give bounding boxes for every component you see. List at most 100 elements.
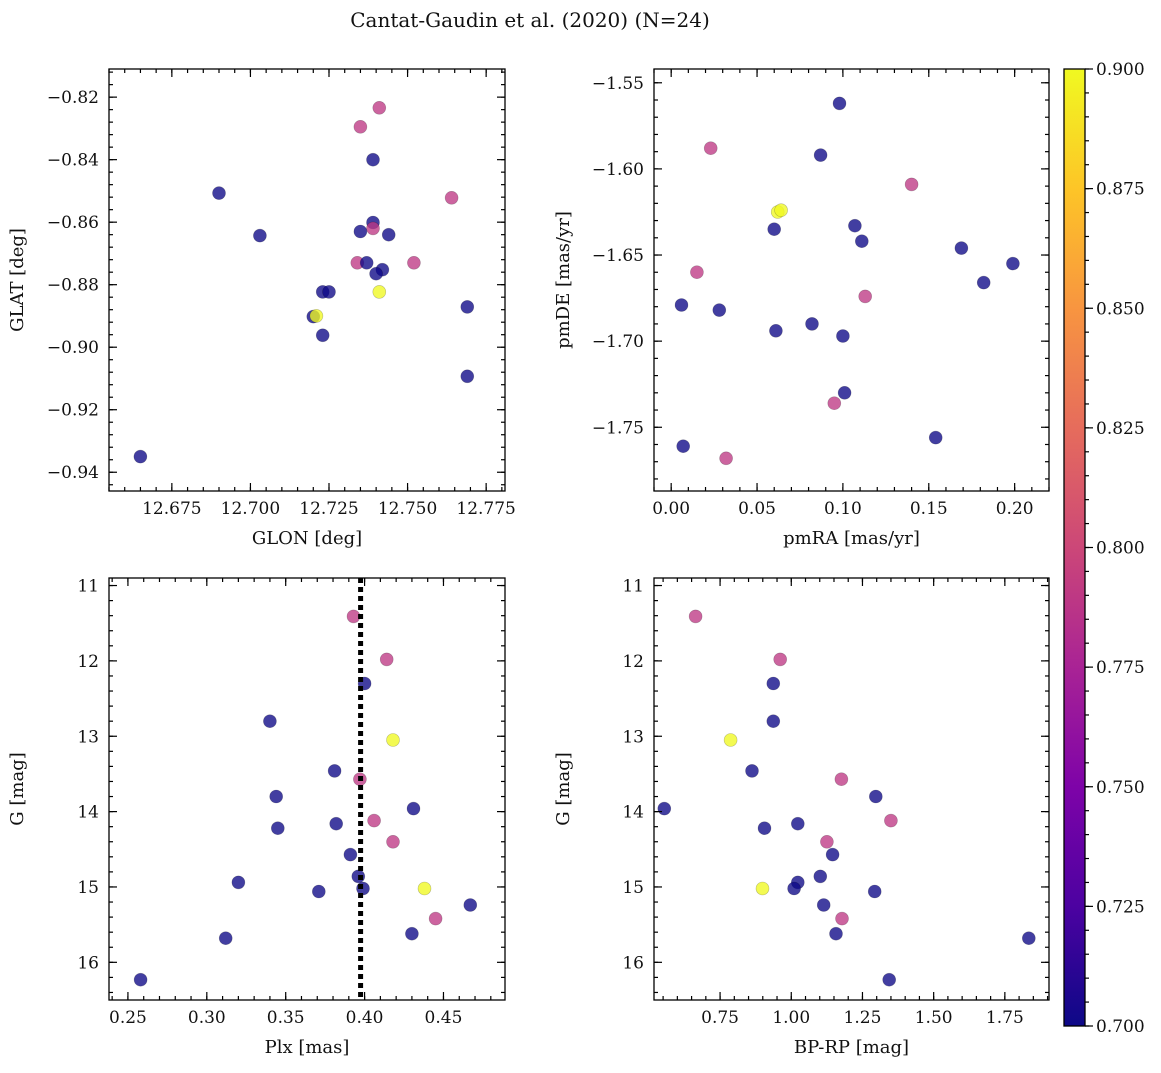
scatter-point	[835, 911, 849, 926]
scatter-point	[832, 96, 847, 111]
scatter-point	[767, 222, 782, 236]
scatter-point	[444, 191, 459, 205]
scatter-point	[766, 676, 781, 691]
y-tick-label: 12	[77, 652, 99, 672]
scatter-point	[322, 285, 336, 299]
x-axis-label: GLON [deg]	[252, 528, 362, 549]
x-tick-label: 0.35	[267, 1008, 305, 1028]
y-tick-label: −1.65	[592, 246, 644, 266]
y-tick-label: −0.82	[47, 88, 99, 108]
scatter-point	[787, 881, 801, 896]
scatter-point	[353, 120, 368, 134]
x-axis-label: pmRA [mas/yr]	[783, 528, 920, 549]
y-tick-label: −0.90	[47, 338, 99, 358]
panel-bprp-g: 0.75 1.00 1.25 1.50 1.75 11 12 13 14 15 16 BP-RP [m…	[553, 577, 1050, 1058]
scatter-point	[353, 224, 368, 239]
scatter-point	[417, 881, 432, 896]
scatter-point	[372, 285, 387, 299]
y-tick-label: −1.60	[592, 160, 644, 180]
scatter-point	[827, 396, 842, 411]
panel-glon-glat: 12.675 12.700 12.725 12.750 12.775 −0.82 −0.84…	[7, 68, 516, 549]
figure-title: Cantat-Gaudin et al. (2020) (N=24)	[350, 8, 710, 32]
scatter-point	[848, 218, 862, 233]
x-tick-label: 0.10	[824, 499, 862, 519]
scatter-point	[386, 834, 400, 849]
colorbar-tick-label: 0.875	[1096, 180, 1145, 200]
colorbar-tick-label: 0.775	[1096, 658, 1145, 678]
colorbar-tick-label: 0.800	[1096, 539, 1145, 559]
scatter-point	[976, 275, 991, 290]
scatter-point	[745, 764, 759, 778]
scatter-point	[829, 926, 843, 941]
scatter-point	[463, 898, 478, 912]
colorbar-tick-label: 0.850	[1096, 299, 1145, 319]
scatter-point	[407, 255, 421, 270]
y-axis-label: pmDE [mas/yr]	[553, 211, 574, 349]
scatter-point	[688, 609, 703, 624]
scatter-point	[674, 298, 689, 312]
scatter-point	[868, 789, 883, 804]
scatter-point	[884, 813, 898, 828]
scatter-point	[379, 652, 394, 667]
scatter-point	[657, 801, 672, 816]
scatter-point	[867, 884, 882, 899]
x-tick-label: 0.25	[109, 1008, 147, 1028]
colorbar-tick-label: 0.700	[1096, 1017, 1145, 1037]
scatter-point	[820, 834, 834, 849]
colorbar-tick-label: 0.725	[1096, 897, 1145, 917]
scatter-point	[825, 847, 840, 862]
x-tick-label: 0.75	[701, 1008, 739, 1028]
scatter-point	[1006, 256, 1020, 271]
y-tick-label: −0.86	[47, 213, 99, 233]
x-tick-label: 1.50	[915, 1008, 953, 1028]
scatter-point	[343, 847, 358, 862]
scatter-point	[315, 328, 330, 343]
scatter-point	[405, 926, 419, 941]
x-tick-label: 12.700	[221, 499, 280, 519]
scatter-point	[381, 227, 396, 242]
scatter-point	[218, 931, 233, 946]
scatter-point	[928, 430, 943, 445]
scatter-point	[366, 221, 380, 236]
scatter-point	[309, 309, 324, 323]
y-tick-label: 13	[77, 727, 99, 747]
scatter-point	[757, 821, 772, 836]
scatter-point	[703, 141, 718, 155]
panel-pmra-pmde: 0.00 0.05 0.10 0.15 0.20 −1.55 −1.60 −1.65 −1.70…	[553, 68, 1050, 549]
y-axis-label: G [mag]	[7, 752, 28, 825]
x-tick-label: 1.75	[986, 1008, 1024, 1028]
colorbar-tick-label: 0.900	[1096, 60, 1145, 80]
scatter-point	[676, 439, 691, 454]
y-tick-label: 12	[622, 652, 644, 672]
x-tick-label: 12.750	[378, 499, 437, 519]
scatter-point	[813, 148, 828, 162]
y-tick-label: 15	[622, 878, 644, 898]
x-tick-label: 12.675	[142, 499, 201, 519]
colorbar-tick-label: 0.750	[1096, 778, 1145, 798]
y-tick-label: 11	[622, 577, 644, 597]
axes-frame	[108, 577, 506, 1001]
scatter-point	[836, 329, 850, 343]
scatter-point	[813, 869, 828, 884]
scatter-point	[359, 255, 374, 270]
scatter-point	[904, 177, 919, 192]
scatter-point	[369, 266, 383, 281]
scatter-point	[253, 228, 267, 243]
x-axis-label: BP-RP [mag]	[794, 1037, 909, 1058]
scatter-point	[406, 801, 421, 816]
panel-plx-g: 0.25 0.30 0.35 0.40 0.45 11 12 13 14 15 16 Plx [mas…	[7, 577, 506, 1058]
scatter-point	[773, 652, 788, 667]
scatter-point	[311, 884, 326, 899]
y-tick-label: −0.92	[47, 401, 99, 421]
y-tick-label: 15	[77, 878, 99, 898]
scatter-point	[690, 265, 704, 280]
y-axis-label: G [mag]	[553, 752, 574, 825]
scatter-point	[372, 101, 387, 115]
y-tick-label: 13	[622, 727, 644, 747]
scatter-point	[269, 789, 284, 804]
x-axis-label: Plx [mas]	[265, 1037, 350, 1058]
y-tick-label: 14	[77, 803, 99, 823]
y-tick-label: −0.84	[47, 151, 99, 171]
scatter-point	[719, 451, 733, 466]
